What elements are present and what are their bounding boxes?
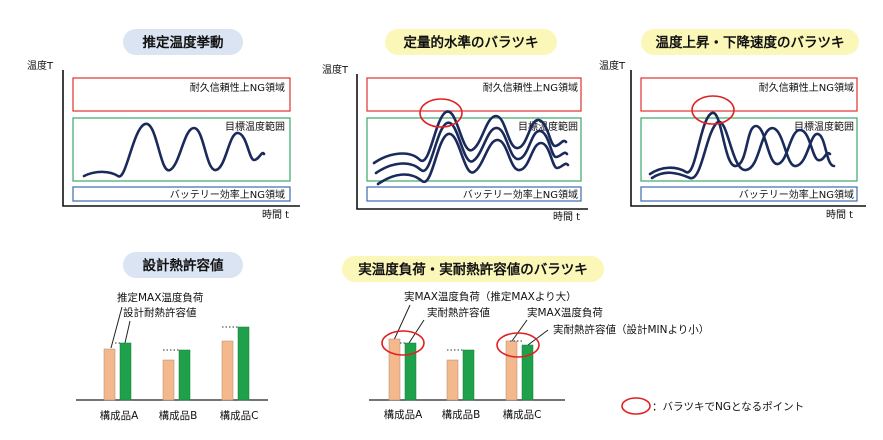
panel-estimated-behavior: 推定温度挙動 温度T 時間 t 耐久信頼性上NG領域 目標温度範囲 バッテリー効… <box>27 29 300 221</box>
panel-2-target-zone <box>366 117 582 182</box>
panel-3-target-zone-label: 目標温度範囲 <box>794 120 854 133</box>
panel-1-target-zone <box>72 117 291 182</box>
panel-3-curve-fast <box>648 111 832 176</box>
actual-bar-load-b <box>446 359 459 401</box>
panel-3-lower-zone-label: バッテリー効率上NG領域 <box>739 188 854 201</box>
panel-2-lower-ng-zone <box>366 186 582 202</box>
label-c-actual-tolerance: 実耐熱許容値（設計MINより小） <box>553 323 709 336</box>
component-b-label: 構成品B <box>159 409 198 422</box>
actual-bar-cap-a <box>404 342 417 401</box>
actual-variation-panel: 実温度負荷・実耐熱許容値のバラツキ 実MAX温度負荷（推定MAXより大） 実耐熱… <box>342 256 709 421</box>
actual-component-a-label: 構成品A <box>384 408 423 421</box>
actual-bar-cap-c <box>521 344 534 401</box>
actual-component-c-label: 構成品C <box>503 408 542 421</box>
leader-c-load <box>511 319 528 342</box>
panel-1-upper-zone-label: 耐久信頼性上NG領域 <box>190 81 285 94</box>
ng-circle-a <box>381 330 425 356</box>
panel-1-lower-ng-zone <box>72 186 291 202</box>
panel-3-lower-ng-zone <box>640 186 858 202</box>
actual-bar-load-a <box>388 338 401 401</box>
bar-load-c <box>221 340 234 401</box>
panel-2-ng-circle <box>419 98 463 128</box>
ng-circle-c <box>496 332 540 358</box>
label-a-actual-max-load: 実MAX温度負荷（推定MAXより大） <box>404 290 577 303</box>
panel-3-target-zone <box>640 117 858 182</box>
component-a-label: 構成品A <box>100 409 139 422</box>
panel-1-title-pill <box>123 29 243 55</box>
bottom-mid-title-pill <box>342 256 604 282</box>
panel-1-ylabel: 温度T <box>27 59 54 72</box>
panel-level-variation: 定量的水準のバラツキ 温度T 時間 t 耐久信頼性上NG領域 目標温度範囲 バッ… <box>322 29 588 223</box>
bar-cap-a <box>119 342 132 401</box>
leader-a-cap <box>408 319 425 344</box>
panel-2-upper-zone-label: 耐久信頼性上NG領域 <box>483 81 578 94</box>
panel-3-ylabel: 温度T <box>599 59 626 72</box>
bottom-left-title-pill <box>123 252 243 278</box>
panel-3-title-pill <box>641 29 859 55</box>
label-a-actual-tolerance: 実耐熱許容値 <box>427 306 490 319</box>
panel-3-upper-ng-zone <box>640 77 858 112</box>
actual-component-b-label: 構成品B <box>442 408 481 421</box>
panel-1-title: 推定温度挙動 <box>143 34 224 51</box>
actual-bar-load-c <box>505 340 518 401</box>
bottom-mid-title: 実温度負荷・実耐熱許容値のバラツキ <box>358 261 588 278</box>
panel-1-lower-zone-label: バッテリー効率上NG領域 <box>170 188 285 201</box>
actual-bar-cap-b <box>462 349 475 401</box>
panel-2-curve-high <box>372 110 568 165</box>
leader-load-a <box>110 306 123 349</box>
panel-1-xlabel: 時間 t <box>262 209 289 221</box>
legend-text: ：バラツキでNGとなるポイント <box>652 401 804 413</box>
design-tolerance-panel: 設計熱許容値 推定MAX温度負荷 設計耐熱許容値 構成品A 構成品B 構成品C <box>76 252 268 422</box>
panel-3-ng-circle <box>691 95 735 125</box>
bar-cap-c <box>237 326 250 401</box>
panel-3-title: 温度上昇・下降速度のバラツキ <box>656 34 845 51</box>
panel-2-title: 定量的水準のバラツキ <box>404 34 539 51</box>
bottom-left-title: 設計熱許容値 <box>143 257 224 274</box>
panel-1-target-zone-label: 目標温度範囲 <box>225 120 285 133</box>
panel-2-lower-zone-label: バッテリー効率上NG領域 <box>463 188 578 201</box>
panel-3-xlabel: 時間 t <box>826 209 853 221</box>
panel-3-curve-slow <box>650 120 836 180</box>
bar-load-b <box>162 359 175 401</box>
label-estimated-max-load: 推定MAX温度負荷 <box>117 291 203 304</box>
legend-ng-circle-icon <box>621 397 651 415</box>
panel-rate-variation: 温度上昇・下降速度のバラツキ 温度T 時間 t 耐久信頼性上NG領域 目標温度範… <box>599 29 866 221</box>
panel-2-curve-low <box>376 132 570 186</box>
panel-2-title-pill <box>385 29 557 55</box>
panel-2-curve-mid <box>374 121 569 175</box>
label-c-actual-max-load: 実MAX温度負荷 <box>527 306 603 319</box>
bar-cap-b <box>178 349 191 401</box>
panel-3-axes <box>630 70 866 207</box>
component-c-label: 構成品C <box>220 409 259 422</box>
panel-1-upper-ng-zone <box>72 77 291 112</box>
bar-load-a <box>103 348 116 401</box>
leader-a-load <box>393 304 411 341</box>
legend: ：バラツキでNGとなるポイント <box>621 397 804 415</box>
panel-1-temperature-curve <box>82 122 266 178</box>
panel-2-ylabel: 温度T <box>322 63 349 76</box>
leader-cap-a <box>124 320 131 344</box>
panel-1-axes <box>62 70 300 207</box>
leader-c-cap <box>527 329 549 346</box>
panel-2-upper-ng-zone <box>366 77 582 112</box>
label-design-tolerance: 設計耐熱許容値 <box>123 306 197 319</box>
panel-2-axes <box>356 74 588 210</box>
panel-2-xlabel: 時間 t <box>553 211 580 223</box>
panel-3-upper-zone-label: 耐久信頼性上NG領域 <box>759 81 854 94</box>
